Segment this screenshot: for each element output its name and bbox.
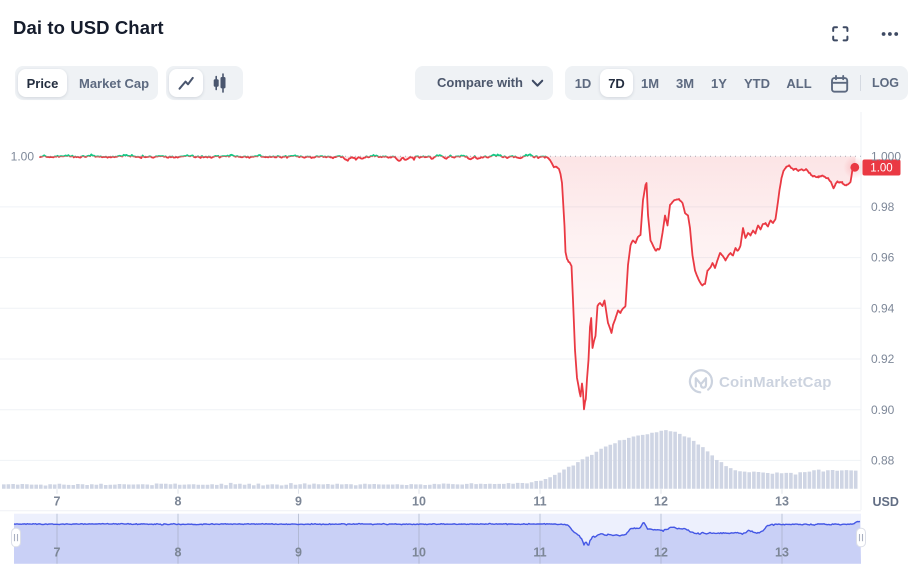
svg-text:7: 7: [54, 495, 61, 509]
svg-text:12: 12: [654, 546, 668, 560]
svg-text:0.98: 0.98: [871, 200, 895, 214]
svg-text:13: 13: [775, 495, 789, 509]
svg-text:8: 8: [175, 495, 182, 509]
svg-text:1.00: 1.00: [11, 149, 35, 163]
svg-text:10: 10: [412, 495, 426, 509]
svg-text:0.94: 0.94: [871, 301, 895, 315]
svg-text:USD: USD: [873, 495, 899, 509]
svg-text:11: 11: [533, 546, 546, 560]
svg-text:1.000: 1.000: [871, 149, 901, 163]
svg-text:CoinMarketCap: CoinMarketCap: [719, 374, 832, 391]
svg-text:1.00: 1.00: [870, 162, 892, 174]
svg-text:12: 12: [654, 495, 668, 509]
svg-text:11: 11: [533, 495, 546, 509]
svg-text:9: 9: [295, 546, 302, 560]
svg-text:8: 8: [175, 546, 182, 560]
svg-text:0.90: 0.90: [871, 403, 895, 417]
svg-text:13: 13: [775, 546, 789, 560]
svg-text:0.96: 0.96: [871, 251, 895, 265]
svg-text:0.92: 0.92: [871, 352, 895, 366]
svg-text:9: 9: [295, 495, 302, 509]
svg-text:0.88: 0.88: [871, 454, 895, 468]
svg-text:7: 7: [54, 546, 61, 560]
svg-text:10: 10: [412, 546, 426, 560]
